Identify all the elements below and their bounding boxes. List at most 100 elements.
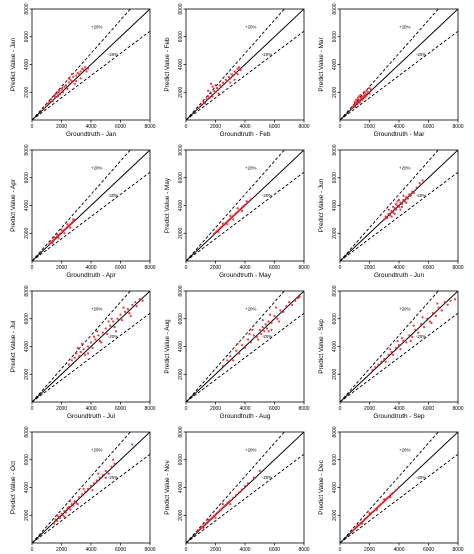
- data-point: [360, 98, 364, 102]
- data-point: [369, 88, 373, 91]
- data-point: [70, 221, 73, 224]
- data-point: [243, 484, 247, 488]
- data-point: [63, 515, 66, 518]
- data-point: [233, 70, 236, 73]
- data-point: [57, 236, 60, 240]
- data-points: [198, 66, 242, 109]
- data-point: [387, 212, 390, 215]
- data-point: [109, 324, 112, 327]
- x-tick-label: 8000: [452, 406, 463, 412]
- x-tick-label: 6000: [269, 265, 280, 271]
- data-point: [380, 360, 383, 363]
- y-tick-label: 2000: [24, 86, 30, 97]
- data-point: [232, 214, 235, 218]
- data-point: [55, 519, 59, 522]
- data-point: [350, 530, 353, 533]
- data-point: [86, 352, 90, 355]
- y-tick-label: 8000: [24, 285, 30, 296]
- data-point: [356, 523, 359, 527]
- data-point: [208, 96, 211, 99]
- data-points: [212, 198, 253, 236]
- data-point: [417, 331, 420, 334]
- data-point: [399, 348, 402, 351]
- x-tick-label: 6000: [269, 124, 280, 130]
- data-point: [411, 335, 414, 338]
- data-point: [89, 484, 93, 488]
- y-axis-label: Predict Value - Aug: [164, 319, 171, 374]
- data-point: [421, 316, 424, 319]
- data-point: [282, 310, 285, 313]
- plus-20-label: +20%: [245, 447, 256, 452]
- data-point: [365, 94, 368, 97]
- data-point: [419, 323, 423, 326]
- data-point: [206, 518, 210, 521]
- y-tick-label: 8000: [24, 426, 30, 437]
- data-point: [95, 330, 99, 333]
- data-point: [69, 500, 72, 503]
- data-point: [288, 300, 291, 304]
- data-point: [128, 312, 131, 315]
- data-point: [72, 218, 75, 221]
- data-point: [387, 208, 390, 211]
- y-tick-label: 4000: [332, 341, 338, 352]
- data-point: [257, 338, 260, 341]
- minus-20-label: -20%: [108, 193, 118, 198]
- data-point: [212, 89, 216, 93]
- plus-20-line: [186, 291, 285, 402]
- x-tick-label: 8000: [144, 124, 155, 130]
- plus-20-label: +20%: [245, 24, 256, 29]
- data-point: [209, 82, 213, 86]
- data-point: [294, 299, 297, 302]
- minus-20-line: [186, 453, 304, 543]
- data-point: [223, 505, 226, 508]
- data-point: [374, 366, 377, 369]
- data-point: [119, 313, 122, 316]
- x-tick-label: 0: [185, 124, 188, 130]
- data-point: [391, 205, 395, 209]
- x-tick-label: 8000: [144, 265, 155, 271]
- plus-20-label: +20%: [399, 447, 410, 452]
- x-tick-label: 8000: [452, 547, 463, 553]
- data-point: [391, 211, 395, 214]
- data-point: [224, 503, 227, 506]
- data-point: [389, 214, 392, 217]
- data-point: [94, 338, 97, 341]
- data-point: [237, 491, 241, 494]
- y-tick-label: 2000: [332, 509, 338, 520]
- x-tick-label: 8000: [298, 265, 309, 271]
- minus-20-label: -20%: [416, 475, 426, 480]
- data-point: [111, 320, 115, 323]
- data-point: [57, 515, 60, 518]
- x-tick-label: 0: [31, 124, 34, 130]
- data-point: [285, 305, 288, 308]
- data-point: [267, 320, 270, 323]
- y-tick-label: 2000: [24, 227, 30, 238]
- data-point: [235, 71, 238, 74]
- data-point: [383, 499, 386, 503]
- y-axis-label: Predict Value - Jul: [10, 321, 17, 372]
- data-point: [358, 101, 362, 104]
- y-tick-label: 2000: [178, 227, 184, 238]
- data-point: [365, 89, 368, 93]
- data-point: [239, 68, 242, 72]
- data-point: [211, 85, 214, 88]
- data-point: [202, 524, 205, 527]
- x-tick-label: 6000: [423, 406, 434, 412]
- data-point: [202, 100, 205, 104]
- x-tick-label: 4000: [85, 124, 96, 130]
- data-point: [214, 231, 217, 234]
- data-point: [232, 496, 235, 500]
- data-point: [355, 526, 358, 529]
- data-point: [54, 518, 57, 521]
- x-tick-label: 2000: [364, 124, 375, 130]
- data-point: [52, 522, 56, 525]
- data-point: [67, 77, 71, 80]
- y-tick-label: 2000: [178, 368, 184, 379]
- data-point: [378, 504, 381, 507]
- data-point: [389, 494, 392, 497]
- data-point: [78, 73, 81, 76]
- data-point: [273, 314, 276, 318]
- reference-lines: [340, 150, 458, 261]
- data-point: [400, 205, 404, 209]
